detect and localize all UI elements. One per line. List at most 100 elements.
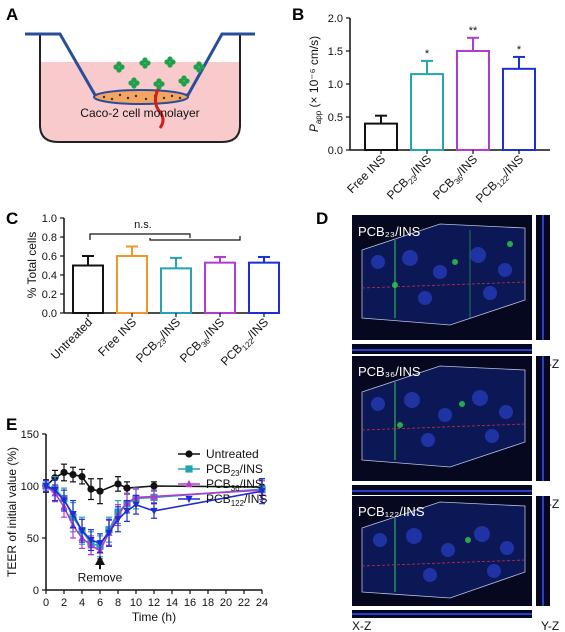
panel-a: A Caco-2 cell monolayer	[6, 5, 255, 143]
data-point	[150, 507, 158, 516]
data-point	[42, 482, 50, 491]
panelC-bar	[72, 264, 104, 314]
confocal-image-2: PCB₃₆/INS X-Z Y-Z	[352, 356, 559, 511]
green-particles	[113, 56, 205, 90]
panel-e-letter: E	[6, 415, 17, 434]
panelB-ytick-label: 1.0	[328, 79, 343, 91]
panel-e-xtick-label: 20	[220, 597, 232, 609]
data-point	[185, 450, 193, 458]
panel-e-ylabel: TEER of initial value (%)	[5, 447, 19, 577]
panel-e-xtick-label: 6	[97, 597, 103, 609]
legend-label-a: PCB	[206, 462, 231, 476]
remove-arrow	[95, 555, 105, 566]
data-point	[123, 507, 131, 516]
panel-a-letter: A	[6, 5, 18, 24]
confocal-title-1: PCB₂₃/INS	[358, 224, 421, 239]
data-point	[60, 497, 68, 505]
panel-e-xlabel: Time (h)	[132, 610, 176, 624]
data-point	[69, 510, 77, 519]
legend-label-a: PCB	[206, 477, 231, 491]
panelC-bar	[160, 267, 192, 315]
panel-e-xtick-label: 2	[61, 597, 67, 609]
panel-e-ytick-label: 150	[21, 429, 39, 441]
ylabel-p: P	[307, 124, 321, 132]
data-point	[150, 492, 158, 500]
legend-label: PCB23/INS	[206, 462, 263, 478]
panel-d: D PCB₂₃/INS X-Z Y-Z	[316, 209, 559, 632]
data-point	[78, 527, 86, 535]
panelC-xtick-label: Free INS	[95, 315, 139, 359]
panel-e-ytick-label: 50	[27, 533, 39, 545]
confocal-image-1: PCB₂₃/INS X-Z Y-Z	[352, 215, 559, 371]
data-point	[114, 480, 122, 488]
xz-label-3: X-Z	[352, 619, 371, 632]
panel-e-xtick-label: 12	[148, 597, 160, 609]
panelC-xtick-label: Untreated	[48, 315, 95, 362]
legend-label-sub: 122	[231, 499, 245, 508]
panelC-bar	[116, 255, 148, 314]
legend-label: Untreated	[206, 447, 259, 461]
panel-a-label: Caco-2 cell monolayer	[80, 106, 199, 120]
panel-e-ytick-label: 0	[33, 585, 39, 597]
well-outline	[39, 35, 241, 143]
panel-c-ylabel: % Total cells	[25, 232, 39, 298]
panelB-bar	[410, 73, 444, 151]
data-point	[105, 529, 113, 537]
legend-label-sub: 36	[231, 484, 240, 493]
panel-b-ylabel: Papp (× 10⁻⁶ cm/s)	[307, 36, 323, 132]
panelC-bar	[204, 261, 236, 314]
panel-e-xtick-label: 22	[238, 597, 250, 609]
panelC-xtick-label: PCB122/INS	[218, 315, 273, 370]
panelC-ytick-label: 1.0	[42, 213, 57, 225]
panel-b-letter: B	[292, 5, 304, 24]
ns-label: n.s.	[134, 219, 152, 231]
ylabel-rest: (× 10⁻⁶ cm/s)	[307, 36, 321, 111]
panelB-ytick-label: 0.5	[328, 112, 343, 124]
panelB-ytick-label: 2.0	[328, 13, 343, 25]
panelC-ytick-label: 0.6	[42, 251, 57, 263]
panelB-significance: *	[425, 48, 430, 60]
data-point	[60, 468, 68, 477]
legend-label-a: PCB	[206, 492, 231, 506]
panel-e-xtick-label: 16	[184, 597, 196, 609]
panelC-ytick-label: 0.8	[42, 232, 57, 244]
transport-arrow	[153, 88, 165, 129]
data-point	[78, 473, 86, 481]
data-point	[150, 482, 158, 490]
confocal-title-3: PCB₁₂₂/INS	[358, 504, 425, 519]
confocal-image-3: PCB₁₂₂/INS X-Z Y-Z	[352, 496, 559, 632]
panelC-ytick-label: 0.4	[42, 270, 57, 282]
legend-label: PCB36/INS	[206, 477, 263, 493]
data-point	[96, 540, 104, 548]
data-point	[87, 485, 95, 493]
panelB-significance: **	[469, 25, 478, 37]
data-point	[132, 501, 140, 509]
legend-label-b: /INS	[240, 462, 263, 476]
data-point	[114, 516, 122, 524]
panel-e-xtick-label: 0	[43, 597, 49, 609]
panel-d-letter: D	[316, 209, 328, 228]
panelC-ytick-label: 0.0	[42, 308, 57, 320]
legend-label-sub: 23	[231, 469, 240, 478]
legend-label-b: /INS	[244, 492, 267, 506]
remove-label: Remove	[78, 571, 123, 585]
panel-c-letter: C	[6, 209, 18, 228]
data-point	[185, 495, 193, 504]
ylabel-sub: app	[314, 110, 323, 124]
data-point	[258, 488, 266, 496]
panel-b: B 0.0 0.5 1.0 1.5 2.0 Free INS * PCB23/INS ** PCB…	[292, 5, 550, 207]
panel-e-xtick-label: 10	[130, 597, 142, 609]
panelB-significance: *	[517, 44, 522, 56]
data-point	[185, 479, 193, 488]
data-point	[123, 484, 131, 492]
panelB-xtick-label: PCB122/INS	[473, 152, 528, 207]
legend-label: PCB122/INS	[206, 492, 267, 508]
panelB-ytick-label: 1.5	[328, 46, 343, 58]
cell-monolayer	[93, 89, 189, 105]
ns-bracket	[89, 233, 241, 241]
panelB-bar	[364, 122, 398, 151]
panelC-ytick-label: 0.2	[42, 289, 57, 301]
panel-e-xtick-label: 18	[202, 597, 214, 609]
panel-e-xtick-label: 14	[166, 597, 178, 609]
